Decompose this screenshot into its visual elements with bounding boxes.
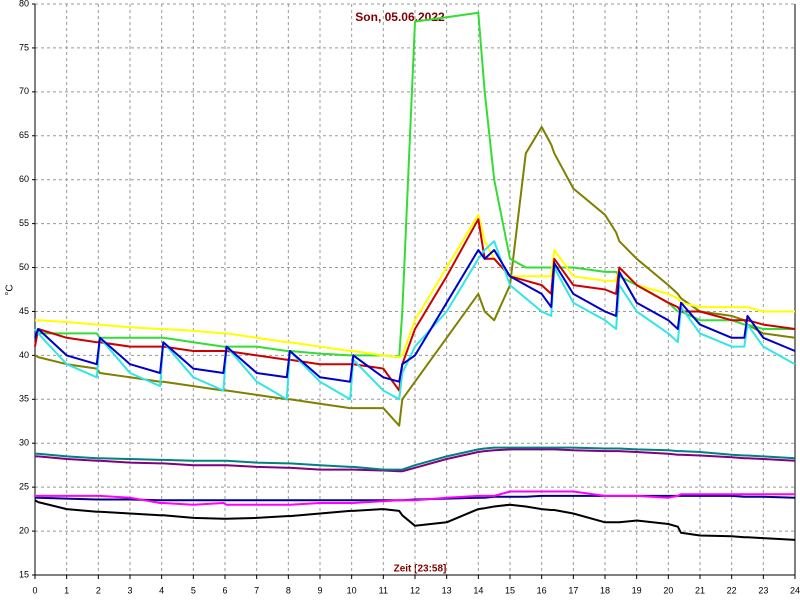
series-line	[34, 499, 796, 541]
x-tick-label: 10	[347, 585, 357, 595]
series-line	[35, 213, 795, 359]
x-tick-label: 15	[505, 585, 515, 595]
y-axis-label: °C	[5, 284, 16, 295]
x-tick-label: 9	[317, 585, 322, 595]
y-tick-label: 40	[19, 350, 29, 360]
y-tick-label: 75	[19, 42, 29, 52]
x-axis-label: Zeit [23:58]	[394, 564, 447, 575]
series-line	[35, 446, 796, 471]
series-line	[35, 448, 796, 473]
x-tick-label: 17	[568, 585, 578, 595]
series-line	[34, 240, 796, 401]
x-tick-label: 4	[159, 585, 164, 595]
x-tick-label: 20	[663, 585, 673, 595]
x-tick-label: 0	[32, 585, 37, 595]
x-tick-label: 3	[127, 585, 132, 595]
x-tick-label: 8	[286, 585, 291, 595]
series-line	[34, 249, 796, 383]
y-tick-label: 70	[19, 86, 29, 96]
x-tick-label: 2	[96, 585, 101, 595]
y-tick-label: 50	[19, 262, 29, 272]
series-line	[35, 490, 795, 506]
x-tick-label: 7	[254, 585, 259, 595]
y-tick-label: 60	[19, 174, 29, 184]
series-line	[34, 126, 796, 427]
x-tick-label: 11	[379, 585, 388, 595]
y-tick-label: 80	[19, 0, 29, 8]
x-tick-label: 13	[442, 585, 452, 595]
y-tick-label: 25	[19, 482, 29, 492]
y-tick-label: 20	[19, 525, 29, 535]
y-tick-label: 55	[19, 218, 29, 228]
series-line	[34, 11, 795, 359]
x-tick-label: 6	[222, 585, 227, 595]
y-tick-label: 15	[19, 569, 29, 579]
x-tick-label: 5	[191, 585, 196, 595]
x-tick-label: 22	[727, 585, 737, 595]
x-tick-label: 21	[695, 585, 705, 595]
x-tick-label: 23	[758, 585, 768, 595]
x-tick-label: 24	[790, 585, 800, 595]
y-tick-label: 65	[19, 130, 29, 140]
x-tick-label: 14	[473, 585, 483, 595]
x-tick-label: 19	[632, 585, 642, 595]
y-tick-label: 35	[19, 394, 29, 404]
x-tick-label: 1	[64, 585, 69, 595]
x-tick-label: 16	[537, 585, 547, 595]
x-tick-label: 18	[600, 585, 610, 595]
y-tick-label: 45	[19, 306, 29, 316]
chart-title: Son, 05.06.2022	[355, 10, 445, 24]
y-tick-label: 30	[19, 438, 29, 448]
x-tick-label: 12	[410, 585, 420, 595]
